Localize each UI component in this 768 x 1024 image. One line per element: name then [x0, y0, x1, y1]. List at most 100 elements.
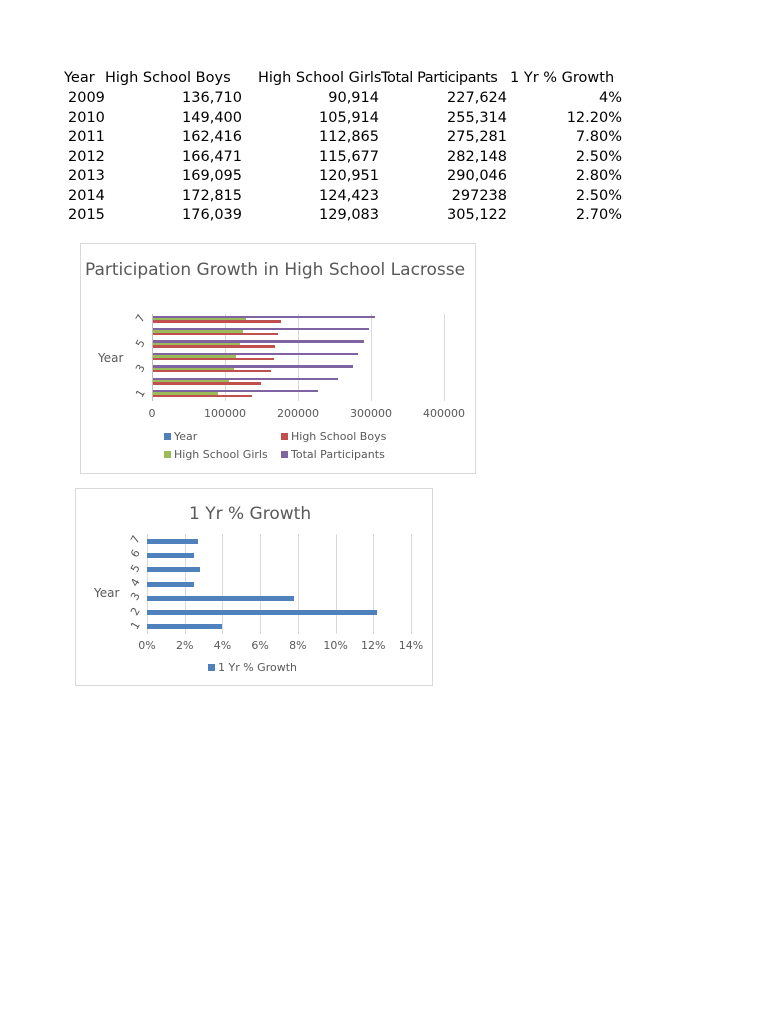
bar-1-yr-growth — [147, 624, 223, 630]
table-row: 2012 166,471 115,677 282,148 2.50% — [64, 149, 624, 169]
table-cell: 2012 — [68, 148, 105, 165]
y-tick-label: 5 — [128, 561, 143, 575]
x-tick-label: 400000 — [423, 407, 465, 420]
bar-total-participants — [152, 365, 353, 368]
x-tick-label: 10% — [323, 639, 348, 652]
table-cell: 7.80% — [575, 129, 622, 145]
bar-1-yr-growth — [147, 610, 378, 616]
table-cell: 227,624 — [447, 90, 507, 106]
x-tick-label: 4% — [213, 639, 232, 652]
table-cell: 112,865 — [319, 129, 379, 145]
bar-1-yr-growth — [147, 595, 295, 601]
y-tick-label: 7 — [128, 533, 143, 546]
bar-high-school-girls — [152, 317, 247, 321]
table-cell: 2013 — [68, 168, 105, 184]
legend-growth: 1 Yr % Growth — [208, 661, 297, 674]
bar-1-yr-growth — [147, 552, 195, 558]
y-tick-label: 2 — [128, 604, 143, 618]
table-header-row: Year High School Boys High School Girls … — [64, 70, 624, 90]
gridline — [298, 314, 299, 401]
legend-label: High School Girls — [174, 448, 268, 461]
bar-high-school-boys — [152, 382, 262, 385]
table-row: 2013 169,095 120,951 290,046 2.80% — [64, 168, 624, 188]
gridline — [260, 534, 262, 634]
table-cell: 120,951 — [319, 168, 379, 184]
table-cell: 129,083 — [319, 207, 379, 223]
y-tick-label: 7 — [133, 312, 148, 325]
legend-label: 1 Yr % Growth — [218, 661, 297, 674]
bar-total-participants — [152, 390, 319, 393]
x-tick-label: 300000 — [350, 407, 392, 420]
y-tick-label: 1 — [133, 387, 148, 400]
table-row: 2009 136,710 90,914 227,624 4% — [64, 90, 624, 110]
header-total: Total Participants — [381, 70, 498, 86]
bar-high-school-girls — [152, 355, 237, 358]
bar-1-yr-growth — [147, 581, 195, 587]
table-cell: 2.50% — [575, 187, 622, 204]
table-cell: 2.70% — [575, 207, 622, 223]
table-row: 2015 176,039 129,083 305,122 2.70% — [64, 207, 624, 227]
legend-label: Year — [174, 430, 198, 443]
gridline — [371, 314, 372, 401]
bar-total-participants — [152, 315, 375, 318]
table-cell: 2011 — [68, 129, 105, 145]
legend-swatch — [208, 663, 215, 671]
legend-swatch — [281, 432, 288, 440]
legend-girls: High School Girls — [164, 448, 268, 461]
table-cell: 2.80% — [575, 168, 622, 184]
growth-chart: 1 Yr % Growth Year 0% 2% 4% 6% 8% 10% 12% 14% 1 2… — [75, 488, 433, 686]
bar-high-school-boys — [152, 370, 271, 373]
table-cell: 115,677 — [319, 148, 379, 165]
bar-high-school-boys — [152, 332, 279, 336]
table-cell: 2014 — [68, 187, 105, 204]
x-tick-label: 100000 — [204, 407, 246, 420]
y-tick-label: 4 — [128, 576, 143, 589]
x-tick-label: 2% — [175, 639, 194, 652]
header-year: Year — [64, 70, 95, 86]
bar-total-participants — [152, 327, 369, 331]
bar-high-school-girls — [152, 330, 243, 333]
bar-total-participants — [152, 352, 358, 356]
table-cell: 282,148 — [447, 148, 507, 165]
chart-title: Participation Growth in High School Lacr… — [85, 260, 466, 280]
y-tick-label: 5 — [133, 337, 148, 350]
table-cell: 169,095 — [182, 168, 242, 184]
bar-high-school-boys — [152, 357, 274, 360]
legend-boys: High School Boys — [281, 430, 386, 443]
legend-swatch — [164, 432, 171, 440]
header-girls: High School Girls — [258, 70, 382, 86]
table-cell: 12.20% — [566, 109, 622, 126]
bar-high-school-girls — [152, 380, 230, 383]
table-cell: 136,710 — [182, 90, 242, 106]
table-cell: 2015 — [68, 207, 105, 223]
table-cell: 90,914 — [328, 90, 379, 106]
legend-total: Total Participants — [281, 448, 385, 461]
participation-chart: Participation Growth in High School Lacr… — [80, 243, 476, 474]
x-tick-label: 0% — [138, 639, 156, 652]
table-cell: 305,122 — [447, 207, 507, 223]
legend-swatch — [164, 450, 171, 458]
table-cell: 105,914 — [319, 109, 379, 126]
header-growth: 1 Yr % Growth — [510, 70, 615, 86]
table-row: 2011 162,416 112,865 275,281 7.80% — [64, 129, 624, 149]
y-axis-label: Year — [98, 351, 124, 365]
table-cell: 2010 — [68, 109, 105, 126]
table-cell: 275,281 — [447, 129, 507, 145]
y-axis-line — [152, 314, 153, 401]
x-tick-label: 12% — [361, 639, 386, 652]
legend-label: High School Boys — [291, 430, 387, 443]
chart-title: 1 Yr % Growth — [189, 504, 312, 524]
x-tick-label: 200000 — [277, 407, 319, 420]
legend-label: Total Participants — [291, 448, 385, 461]
table-row: 2014 172,815 124,423 297238 2.50% — [64, 188, 624, 208]
y-tick-label: 3 — [128, 590, 143, 604]
table-cell: 172,815 — [182, 187, 242, 204]
table-cell: 290,046 — [447, 168, 507, 184]
legend-swatch — [281, 450, 288, 458]
table-cell: 2.50% — [575, 148, 622, 165]
x-tick-label: 0 — [148, 407, 156, 420]
gridline — [373, 534, 375, 634]
header-boys: High School Boys — [105, 70, 231, 86]
bar-1-yr-growth — [147, 538, 198, 544]
gridline — [222, 534, 224, 634]
